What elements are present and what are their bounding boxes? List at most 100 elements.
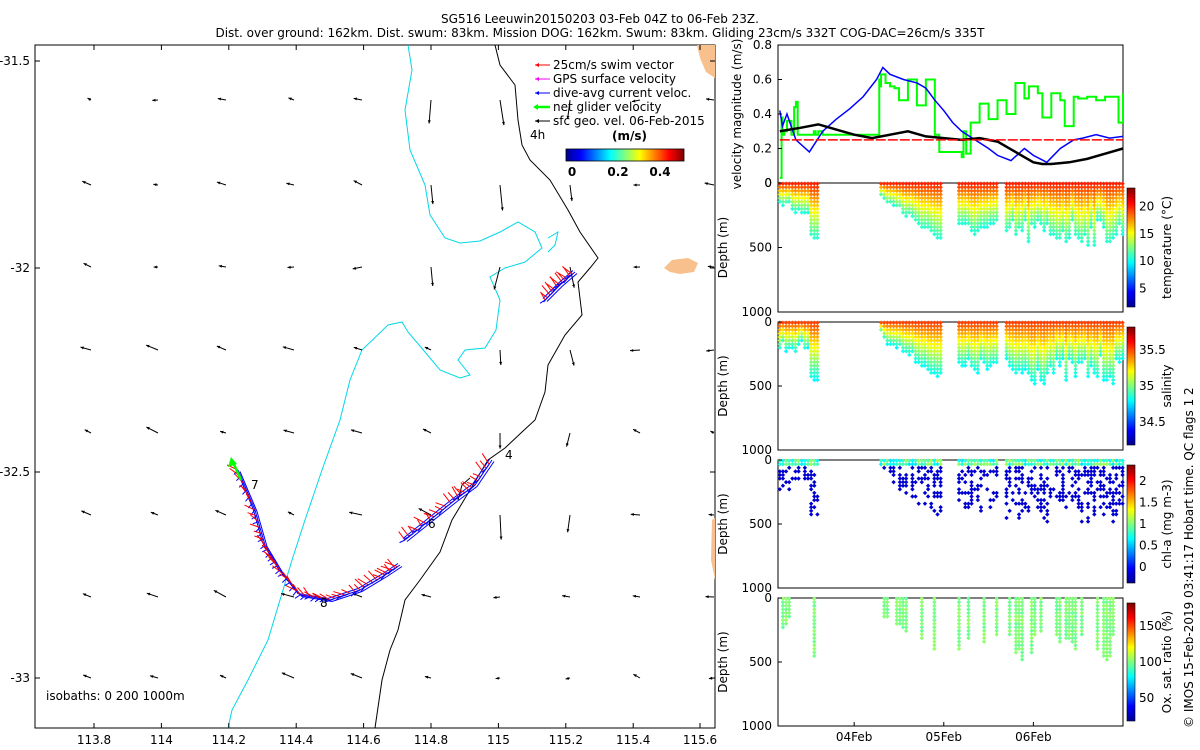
profile-point bbox=[812, 370, 817, 376]
profile-point bbox=[1057, 621, 1063, 626]
geo-vector-head bbox=[499, 361, 503, 366]
geo-vector bbox=[81, 510, 92, 516]
profile-point bbox=[1082, 334, 1088, 340]
profile-point bbox=[959, 203, 965, 208]
profile-point bbox=[1054, 472, 1059, 478]
profile-point bbox=[1057, 632, 1063, 637]
profile-point bbox=[991, 192, 996, 197]
profile-point bbox=[1110, 367, 1116, 372]
profile-point bbox=[1095, 349, 1100, 354]
profile-point bbox=[1048, 331, 1053, 336]
profile-point bbox=[1098, 320, 1103, 325]
profile-point bbox=[1004, 349, 1009, 354]
profile-point bbox=[938, 192, 943, 197]
profile-point bbox=[969, 192, 974, 197]
profile-point bbox=[793, 338, 798, 343]
profile-point bbox=[1007, 465, 1012, 471]
profile-point bbox=[1079, 625, 1084, 630]
profile-point bbox=[1032, 610, 1037, 616]
profile-point bbox=[1063, 370, 1069, 376]
profile-point bbox=[972, 356, 977, 361]
profile-point bbox=[975, 359, 981, 365]
profile-point bbox=[903, 334, 909, 340]
geo-vector-head bbox=[282, 346, 287, 350]
profile-point bbox=[1082, 185, 1088, 190]
swim-vector bbox=[247, 512, 257, 517]
profile-point bbox=[981, 192, 987, 197]
profile-point bbox=[1063, 334, 1069, 340]
profile-point bbox=[981, 188, 987, 194]
dac-vector bbox=[407, 532, 414, 537]
profile-point bbox=[988, 199, 993, 204]
profile-point bbox=[985, 363, 990, 368]
profile-point bbox=[919, 338, 925, 343]
profile-point bbox=[1026, 331, 1031, 336]
profile-point bbox=[796, 195, 801, 201]
profile-point bbox=[777, 469, 782, 474]
profile-point bbox=[956, 217, 962, 222]
geo-vector-head bbox=[710, 431, 714, 434]
land-mainland bbox=[697, 45, 715, 78]
profile-point bbox=[935, 324, 940, 329]
profile-point bbox=[913, 203, 918, 208]
profile-point bbox=[783, 327, 789, 333]
profile-point bbox=[891, 479, 896, 485]
profile-point bbox=[885, 195, 890, 201]
profile-point bbox=[903, 192, 909, 197]
profile-point bbox=[881, 596, 887, 601]
profile-point bbox=[1110, 217, 1116, 222]
track-mark-7: 7 bbox=[251, 478, 259, 492]
profile-point bbox=[1060, 195, 1066, 201]
profile-point bbox=[1010, 320, 1015, 325]
profile-point bbox=[780, 483, 786, 488]
profile-point bbox=[922, 195, 928, 201]
profile-point bbox=[1026, 224, 1031, 230]
profile-point bbox=[919, 185, 925, 190]
profile-point bbox=[1088, 469, 1094, 474]
profile-point bbox=[913, 188, 918, 194]
geo-vector-head bbox=[217, 97, 222, 101]
geo-vector bbox=[633, 183, 641, 187]
profile-point bbox=[1095, 625, 1100, 630]
profile-point bbox=[1107, 628, 1113, 634]
profile-point bbox=[802, 188, 808, 194]
profile-point bbox=[1007, 181, 1012, 186]
profile-point bbox=[1010, 341, 1015, 347]
profile-point bbox=[900, 603, 906, 609]
profile-point bbox=[932, 472, 937, 478]
profile-point bbox=[1007, 596, 1012, 601]
profile-point bbox=[922, 324, 928, 329]
profile-point bbox=[1057, 356, 1063, 361]
profile-point bbox=[885, 614, 890, 619]
swim-vector bbox=[353, 583, 361, 591]
profile-point bbox=[994, 621, 999, 626]
profile-point bbox=[1073, 349, 1078, 354]
profile-point bbox=[1076, 487, 1081, 492]
profile-point bbox=[897, 334, 903, 340]
profile-point bbox=[975, 465, 981, 471]
profile-point bbox=[1038, 610, 1044, 616]
geo-vector bbox=[82, 674, 92, 679]
profile-point bbox=[793, 206, 798, 212]
profile-point bbox=[802, 465, 808, 471]
profile-point bbox=[796, 331, 801, 336]
profile-point bbox=[1004, 327, 1009, 333]
isobath-1000m-fragment bbox=[457, 477, 471, 501]
profile-point bbox=[1101, 472, 1106, 478]
profile-point bbox=[1035, 192, 1041, 197]
geo-vector-head bbox=[632, 594, 637, 598]
profile-point bbox=[1016, 181, 1022, 186]
profile-point bbox=[969, 334, 974, 340]
profile-point bbox=[1120, 331, 1125, 336]
profile-point bbox=[959, 349, 965, 354]
profile-point bbox=[1048, 199, 1053, 204]
profile-point bbox=[1007, 195, 1012, 201]
profile-point bbox=[1032, 596, 1037, 601]
profile-point bbox=[956, 324, 962, 329]
profile-point bbox=[985, 341, 990, 347]
profile-point bbox=[975, 494, 981, 499]
profile-point bbox=[1110, 628, 1116, 634]
profile-point bbox=[815, 224, 820, 230]
profile-point bbox=[897, 181, 903, 186]
profile-ytick-label: 0 bbox=[764, 453, 772, 467]
